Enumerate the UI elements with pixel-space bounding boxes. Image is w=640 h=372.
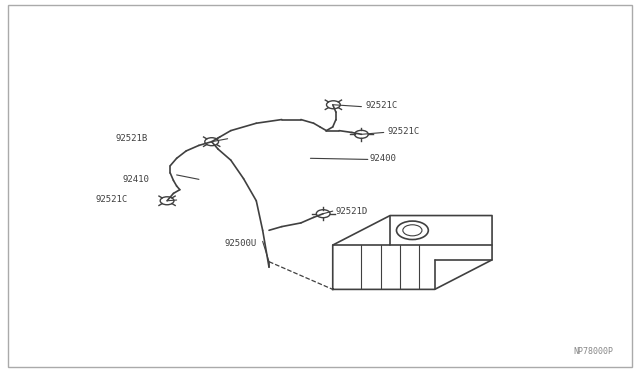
- Text: NP78000P: NP78000P: [573, 347, 613, 356]
- Text: 92410: 92410: [122, 175, 149, 184]
- Text: 92521C: 92521C: [388, 127, 420, 136]
- Text: 92521D: 92521D: [336, 206, 368, 216]
- Text: 92500U: 92500U: [224, 239, 257, 248]
- Text: 92521B: 92521B: [116, 134, 148, 142]
- Text: 92521C: 92521C: [365, 102, 397, 110]
- Text: 92521C: 92521C: [95, 195, 127, 204]
- Text: 92400: 92400: [369, 154, 396, 163]
